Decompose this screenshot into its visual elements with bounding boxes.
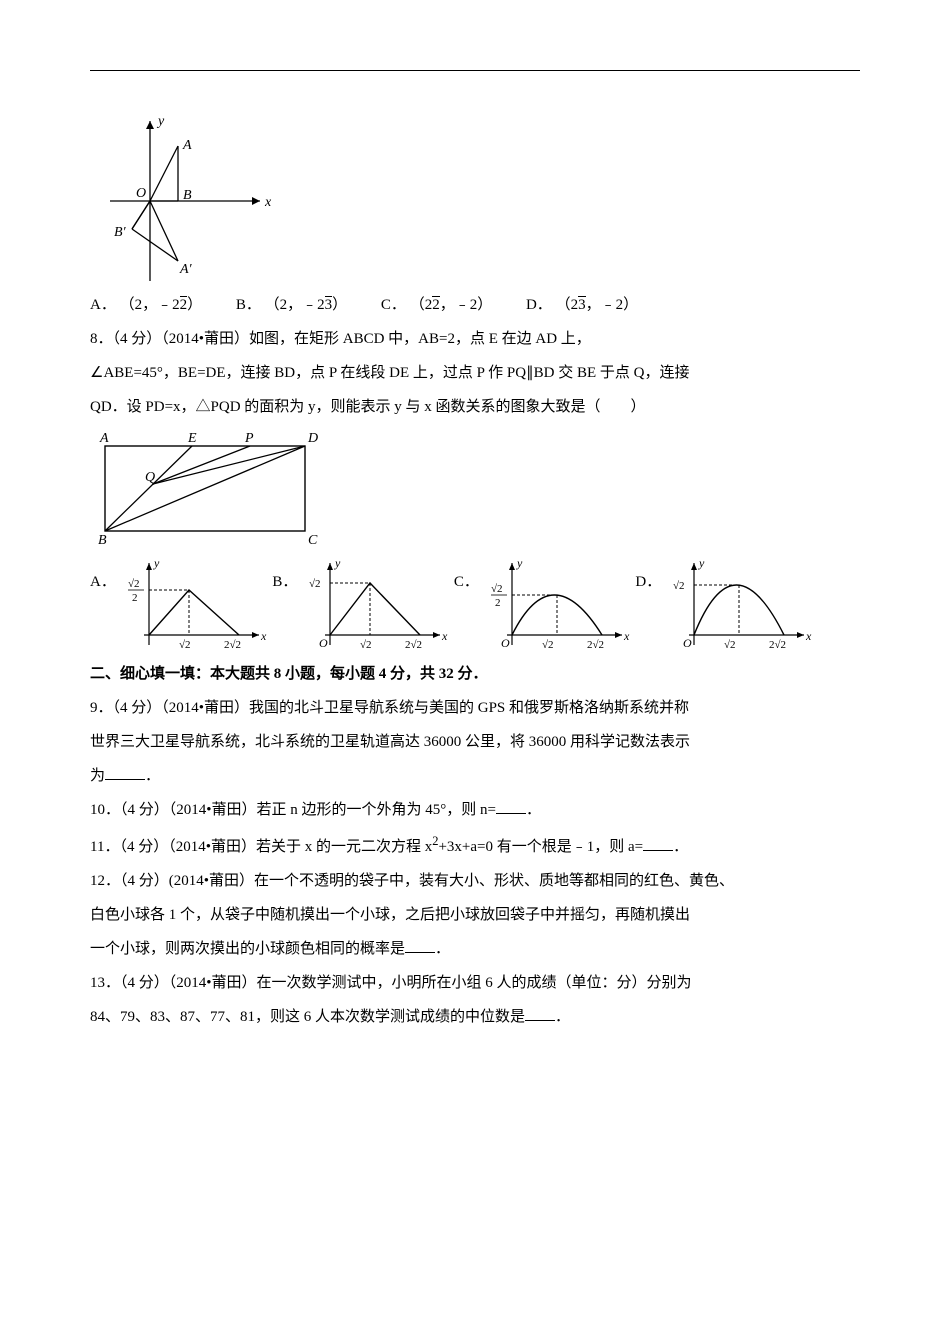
svg-text:√2: √2 [128, 578, 140, 590]
opt-label: B． [236, 297, 261, 313]
q12-l1: 12．（4 分）(2014•莆田）在一个不透明的袋子中，装有大小、形状、质地等都… [90, 866, 860, 896]
svg-text:2√2: 2√2 [224, 639, 241, 651]
q13-l1: 13．（4 分）（2014•莆田）在一次数学测试中，小明所在小组 6 人的成绩（… [90, 968, 860, 998]
svg-text:y: y [156, 114, 165, 129]
q8-line3: QD．设 PD=x，△PQD 的面积为 y，则能表示 y 与 x 函数关系的图象… [90, 392, 860, 422]
q8-opt-b-label: B． [272, 555, 297, 597]
q10-blank [496, 798, 526, 814]
q7-option-b: B． （2，﹣23） [236, 290, 347, 320]
svg-text:E: E [187, 431, 197, 446]
q13-l2a: 84、79、83、87、77、81，则这 6 人本次数学测试成绩的中位数是 [90, 1009, 525, 1025]
q8-opt-d-graph: x y √2 O √2 2√2 [669, 555, 814, 655]
q10a: 10．（4 分）（2014•莆田）若正 n 边形的一个外角为 45°，则 n= [90, 802, 496, 818]
svg-text:y: y [698, 556, 705, 570]
svg-text:B′: B′ [114, 225, 127, 240]
opt-text: （23，﹣2） [556, 296, 639, 313]
q8-opt-a-label: A． [90, 555, 116, 597]
section2-heading: 二、细心填一填：本大题共 8 小题，每小题 4 分，共 32 分． [90, 659, 860, 689]
svg-text:O: O [501, 636, 510, 650]
svg-text:2: 2 [495, 597, 501, 609]
svg-text:O: O [136, 186, 146, 201]
svg-text:B: B [183, 188, 192, 203]
opt-label: C． [381, 297, 406, 313]
opt-text: （2，﹣23） [265, 296, 348, 313]
q13-l2: 84、79、83、87、77、81，则这 6 人本次数学测试成绩的中位数是 ． [90, 1002, 860, 1032]
svg-text:C: C [308, 533, 318, 548]
svg-text:2√2: 2√2 [405, 639, 422, 651]
svg-text:x: x [260, 629, 267, 643]
q8-line1: 8．（4 分）（2014•莆田）如图，在矩形 ABCD 中，AB=2，点 E 在… [90, 324, 860, 354]
q12-blank [405, 937, 435, 953]
svg-text:√2: √2 [360, 639, 372, 651]
svg-text:A: A [182, 138, 192, 153]
q7-option-a: A． （2，﹣22） [90, 290, 202, 320]
q12-l2: 白色小球各 1 个，从袋子中随机摸出一个小球，之后把小球放回袋子中并摇匀，再随机… [90, 900, 860, 930]
svg-text:y: y [334, 556, 341, 570]
q13-l2b: ． [555, 1009, 570, 1025]
q12-l3b: ． [435, 941, 450, 957]
q8-opt-c-graph: x y √2 2 O √2 2√2 [487, 555, 632, 655]
figure-q7: x y O A B B′ A′ [90, 111, 860, 286]
svg-text:P: P [244, 431, 254, 446]
q7-option-d: D． （23，﹣2） [526, 290, 638, 320]
svg-text:O: O [319, 636, 328, 650]
q10: 10．（4 分）（2014•莆田）若正 n 边形的一个外角为 45°，则 n= ． [90, 795, 860, 825]
opt-text: （2，﹣22） [120, 296, 203, 313]
q9-blank [105, 764, 145, 780]
q11a: 11．（4 分）（2014•莆田）若关于 x 的一元二次方程 x [90, 839, 432, 855]
svg-text:A: A [99, 431, 109, 446]
svg-text:2√2: 2√2 [769, 639, 786, 651]
q8-line2: ∠ABE=45°，BE=DE，连接 BD，点 P 在线段 DE 上，过点 P 作… [90, 358, 860, 388]
q11: 11．（4 分）（2014•莆田）若关于 x 的一元二次方程 x2+3x+a=0… [90, 829, 860, 862]
svg-text:x: x [264, 195, 272, 210]
svg-text:y: y [516, 556, 523, 570]
svg-text:√2: √2 [179, 639, 191, 651]
q9-l3b: ． [145, 768, 160, 784]
q8-opt-b-graph: x y √2 O √2 2√2 [305, 555, 450, 655]
q8-opt-a-graph: x y √2 2 √2 2√2 [124, 555, 269, 655]
svg-text:x: x [805, 629, 812, 643]
q9-line2: 世界三大卫星导航系统，北斗系统的卫星轨道高达 36000 公里，将 36000 … [90, 727, 860, 757]
opt-text: （22，﹣2） [410, 296, 493, 313]
svg-text:y: y [153, 556, 160, 570]
svg-text:D: D [307, 431, 318, 446]
q8-opt-d-label: D． [635, 555, 661, 597]
svg-text:√2: √2 [309, 578, 321, 590]
q11b: ． [673, 839, 688, 855]
q7-options: A． （2，﹣22） B． （2，﹣23） C． （22，﹣2） D． （23，… [90, 290, 860, 320]
svg-text:√2: √2 [542, 639, 554, 651]
svg-text:2√2: 2√2 [587, 639, 604, 651]
q7-option-c: C． （22，﹣2） [381, 290, 492, 320]
svg-text:O: O [683, 636, 692, 650]
q9-l3a: 为 [90, 768, 105, 784]
q10b: ． [526, 802, 541, 818]
svg-text:A′: A′ [179, 262, 193, 277]
q8-options: A． x y √2 2 √2 2√2 B． x y [90, 555, 860, 655]
svg-text:x: x [623, 629, 630, 643]
svg-text:√2: √2 [673, 580, 685, 592]
svg-text:√2: √2 [724, 639, 736, 651]
top-rule [90, 70, 860, 71]
q12-l3a: 一个小球，则两次摸出的小球颜色相同的概率是 [90, 941, 405, 957]
figure-q8-rect: A D B C E P Q [90, 426, 860, 551]
svg-text:√2: √2 [491, 583, 503, 595]
svg-text:Q: Q [145, 470, 155, 485]
opt-label: D． [526, 297, 552, 313]
opt-label: A． [90, 297, 116, 313]
svg-text:x: x [441, 629, 448, 643]
q9-line3: 为． [90, 761, 860, 791]
q12-l3: 一个小球，则两次摸出的小球颜色相同的概率是 ． [90, 934, 860, 964]
q9-line1: 9．（4 分）（2014•莆田）我国的北斗卫星导航系统与美国的 GPS 和俄罗斯… [90, 693, 860, 723]
q11mid: +3x+a=0 有一个根是﹣1，则 a= [438, 839, 643, 855]
q8-opt-c-label: C． [454, 555, 479, 597]
svg-text:2: 2 [132, 592, 138, 604]
q13-blank [525, 1005, 555, 1021]
svg-text:B: B [98, 533, 107, 548]
q11-blank [643, 835, 673, 851]
